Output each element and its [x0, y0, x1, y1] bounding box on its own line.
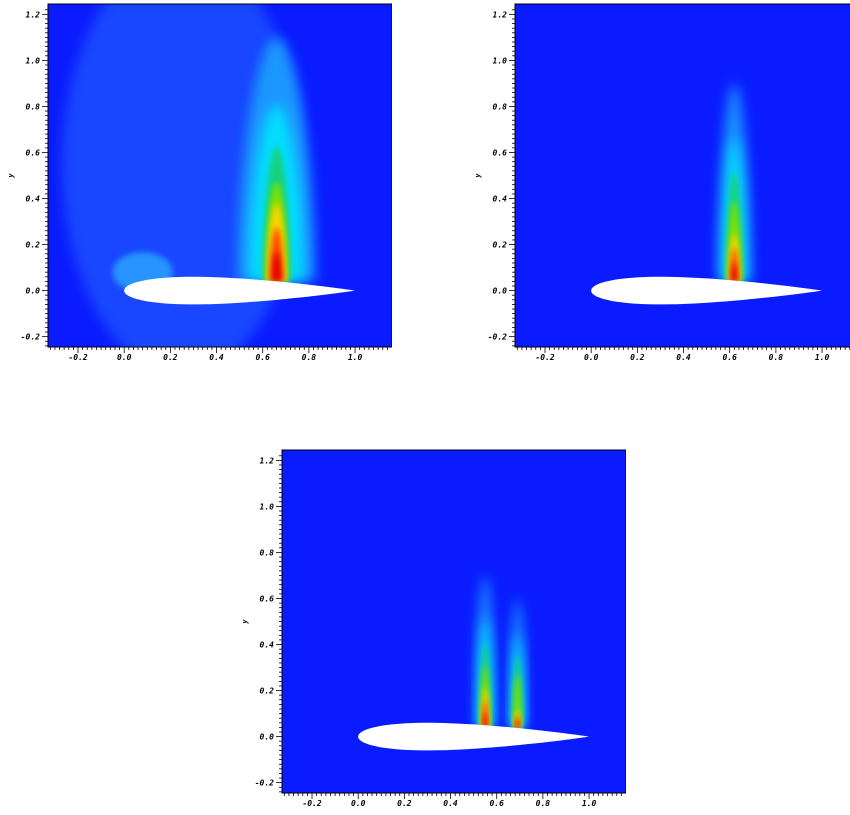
y-axis-label: y — [241, 619, 249, 625]
x-tick-label: 0.8 — [536, 799, 551, 808]
x-tick-label: 0.4 — [676, 353, 691, 362]
y-tick-label: 1.0 — [26, 56, 41, 65]
y-tick-label: 1.2 — [260, 456, 275, 465]
y-tick-label: 0.2 — [260, 687, 275, 696]
airfoil-shape — [591, 276, 823, 305]
y-tick-label: -0.2 — [255, 779, 274, 788]
x-tick-label: 1.0 — [815, 353, 830, 362]
x-tick-label: 0.0 — [117, 353, 132, 362]
y-tick-label: 0.8 — [493, 102, 508, 111]
x-tick-label: 0.4 — [209, 353, 224, 362]
y-tick-label: -0.2 — [488, 333, 507, 342]
airfoil-shape — [358, 722, 590, 751]
y-tick-label: 0.6 — [493, 148, 508, 157]
axis-ticks — [42, 9, 388, 353]
contour-plot: -0.2 0.0 0.2 0.4 0.6 0.8 1.0 -0.2 0.0 0.2 0.4 0.6 0.… — [241, 449, 627, 815]
y-tick-label: 0.6 — [26, 148, 41, 157]
x-tick-label: 0.2 — [163, 353, 178, 362]
axis-ticks — [276, 455, 622, 799]
contour-field — [282, 450, 626, 793]
plume-1 — [475, 575, 496, 728]
x-tick-label: 0.4 — [443, 799, 458, 808]
x-tick-label: 1.0 — [348, 353, 363, 362]
y-axis-label: y — [7, 173, 15, 179]
plume-2 — [508, 598, 527, 728]
y-tick-label: 0.6 — [260, 594, 275, 603]
y-tick-label: 1.0 — [260, 502, 275, 511]
contour-field — [515, 4, 850, 347]
plume-1 — [237, 37, 316, 282]
y-tick-label: 1.2 — [26, 10, 41, 19]
contour-panel-bottom-center: -0.2 0.0 0.2 0.4 0.6 0.8 1.0 -0.2 0.0 0.2 0.4 0.6 0.… — [234, 446, 627, 815]
x-tick-label: 0.6 — [255, 353, 270, 362]
x-tick-label: 0.6 — [722, 353, 737, 362]
y-axis-label: y — [474, 173, 482, 179]
y-tick-label: 0.4 — [26, 195, 41, 204]
y-tick-label: 0.0 — [260, 733, 275, 742]
y-tick-label: 0.2 — [26, 241, 41, 250]
contour-field — [48, 4, 392, 347]
y-tick-label: 1.0 — [493, 56, 508, 65]
y-tick-label: 1.2 — [493, 10, 508, 19]
y-tick-label: 0.2 — [493, 241, 508, 250]
x-tick-label: 1.0 — [582, 799, 597, 808]
x-tick-label: 0.2 — [630, 353, 645, 362]
x-tick-label: -0.2 — [68, 353, 87, 362]
y-tick-label: 0.8 — [260, 548, 275, 557]
x-tick-label: 0.8 — [302, 353, 317, 362]
x-tick-label: 0.0 — [584, 353, 599, 362]
x-tick-label: -0.2 — [302, 799, 321, 808]
plume-1 — [717, 83, 751, 282]
y-tick-label: 0.4 — [493, 195, 508, 204]
contour-panel-top-right: -0.2 0.0 0.2 0.4 0.6 0.8 1.0 -0.2 0.0 0.2 0.4 0.6 0.… — [467, 0, 850, 370]
y-tick-label: 0.0 — [26, 287, 41, 296]
x-tick-label: 0.8 — [769, 353, 784, 362]
x-tick-label: -0.2 — [535, 353, 554, 362]
axis-ticks — [509, 9, 850, 353]
contour-panel-top-left: -0.2 0.0 0.2 0.4 0.6 0.8 1.0 -0.2 0.0 0.2 0.4 0.6 0.… — [0, 0, 393, 370]
y-tick-label: 0.4 — [260, 641, 275, 650]
y-tick-label: -0.2 — [21, 333, 40, 342]
y-tick-label: 0.8 — [26, 102, 41, 111]
y-tick-label: 0.0 — [493, 287, 508, 296]
contour-plot: -0.2 0.0 0.2 0.4 0.6 0.8 1.0 -0.2 0.0 0.2 0.4 0.6 0.… — [7, 3, 393, 370]
contour-plot: -0.2 0.0 0.2 0.4 0.6 0.8 1.0 -0.2 0.0 0.2 0.4 0.6 0.… — [474, 3, 850, 370]
airfoil-shape — [124, 276, 356, 305]
x-tick-label: 0.0 — [351, 799, 366, 808]
x-tick-label: 0.2 — [397, 799, 412, 808]
x-tick-label: 0.6 — [489, 799, 504, 808]
